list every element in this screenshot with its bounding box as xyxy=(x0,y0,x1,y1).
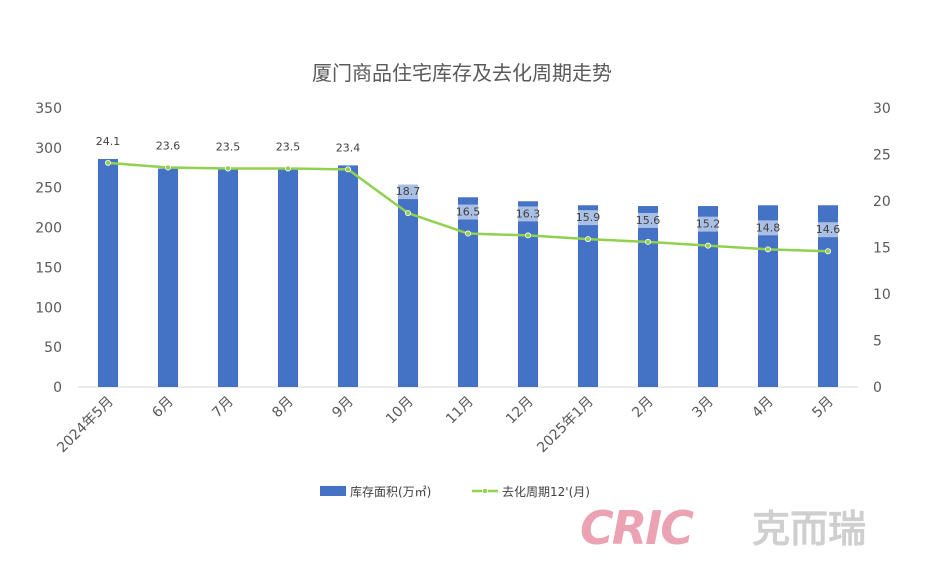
x-tick-label: 10月 xyxy=(383,394,417,428)
data-label: 24.1 xyxy=(96,135,121,148)
bar xyxy=(638,206,658,387)
x-tick-label: 2月 xyxy=(629,394,657,422)
data-label: 14.6 xyxy=(816,223,841,236)
data-label-bg xyxy=(92,133,124,149)
legend-label-line: 去化周期12'(月) xyxy=(502,485,590,499)
data-label-bg xyxy=(392,184,424,200)
line-point xyxy=(585,236,592,243)
data-label-bg xyxy=(572,210,604,226)
data-label-bg xyxy=(512,206,544,222)
line-point xyxy=(765,246,772,253)
legend: 库存面积(万㎡) 去化周期12'(月) xyxy=(320,484,590,499)
bar xyxy=(98,159,118,387)
data-label: 23.5 xyxy=(276,140,301,153)
bar xyxy=(578,205,598,387)
line-point xyxy=(404,210,411,217)
y-left-tick-label: 50 xyxy=(44,340,62,356)
bar xyxy=(458,197,478,387)
line-point xyxy=(464,230,471,237)
right-axis: 0 5 10 15 20 25 30 xyxy=(873,101,891,396)
bar xyxy=(518,201,538,387)
x-tick-label: 9月 xyxy=(329,394,357,422)
data-label-bg xyxy=(212,139,244,155)
line-point xyxy=(825,248,832,255)
y-right-tick-label: 0 xyxy=(873,380,882,396)
y-left-tick-label: 150 xyxy=(35,260,62,276)
watermark-text: 克而瑞 xyxy=(752,507,866,551)
line-point xyxy=(284,165,291,172)
data-label: 23.6 xyxy=(156,140,181,153)
data-label: 23.5 xyxy=(216,140,241,153)
x-tick-label: 11月 xyxy=(443,394,477,428)
line-point xyxy=(525,232,532,239)
line-point xyxy=(645,238,652,245)
line-point xyxy=(105,159,112,166)
y-right-tick-label: 15 xyxy=(873,241,891,257)
data-label: 15.2 xyxy=(696,218,721,231)
y-right-tick-label: 5 xyxy=(873,334,882,350)
data-label-bg xyxy=(452,204,484,220)
chart-title: 厦门商品住宅库存及去化周期走势 xyxy=(312,61,612,85)
y-left-tick-label: 250 xyxy=(35,181,62,197)
bar xyxy=(278,167,298,387)
bar xyxy=(698,206,718,387)
data-label-bg xyxy=(632,212,664,228)
x-tick-label: 4月 xyxy=(749,394,777,422)
data-label-bg xyxy=(752,220,784,236)
bar xyxy=(338,165,358,387)
watermark-logo: CRIC xyxy=(580,501,694,555)
x-tick-label: 2025年1月 xyxy=(534,394,597,457)
y-left-tick-label: 0 xyxy=(53,380,62,396)
legend-swatch-bar xyxy=(320,486,346,496)
data-label-bg xyxy=(332,140,364,156)
y-right-tick-label: 10 xyxy=(873,287,891,303)
y-left-tick-label: 300 xyxy=(35,141,62,157)
y-right-tick-label: 30 xyxy=(873,101,891,117)
data-label-bg xyxy=(692,216,724,232)
data-label: 18.7 xyxy=(396,185,421,198)
bar xyxy=(218,169,238,387)
line-series xyxy=(105,159,832,255)
x-tick-label: 7月 xyxy=(209,394,237,422)
data-label: 14.8 xyxy=(756,221,781,234)
data-labels: 24.1 23.6 23.5 23.5 23.4 18.7 16.5 16.3 15.9 15.6… xyxy=(92,133,844,238)
y-left-tick-label: 100 xyxy=(35,300,62,316)
legend-swatch-marker xyxy=(482,488,488,494)
x-tick-label: 2024年5月 xyxy=(54,394,117,457)
line-point xyxy=(164,164,171,171)
data-label-bg xyxy=(152,138,184,154)
data-label: 15.6 xyxy=(636,214,661,227)
data-label: 16.5 xyxy=(456,206,481,219)
bar-series xyxy=(98,159,838,387)
data-label: 15.9 xyxy=(576,211,601,224)
bar xyxy=(398,184,418,387)
left-axis: 0 50 100 150 200 250 300 350 xyxy=(35,101,62,396)
data-label: 23.4 xyxy=(336,141,361,154)
y-left-tick-label: 350 xyxy=(35,101,62,117)
line-point xyxy=(224,165,231,172)
legend-label-bar: 库存面积(万㎡) xyxy=(350,484,431,499)
y-left-tick-label: 200 xyxy=(35,221,62,237)
bar xyxy=(158,168,178,387)
y-right-tick-label: 25 xyxy=(873,148,891,164)
data-label: 16.3 xyxy=(516,207,541,220)
data-label-bg xyxy=(812,222,844,238)
line-point xyxy=(344,166,351,173)
y-right-tick-label: 20 xyxy=(873,194,891,210)
x-tick-label: 6月 xyxy=(149,394,177,422)
x-tick-label: 3月 xyxy=(689,394,717,422)
x-tick-label: 12月 xyxy=(503,394,537,428)
x-tick-label: 5月 xyxy=(809,394,837,422)
watermark: CRIC 克而瑞 xyxy=(580,501,866,555)
line-point xyxy=(705,242,712,249)
x-tick-label: 8月 xyxy=(269,394,297,422)
data-label-bg xyxy=(272,139,304,155)
